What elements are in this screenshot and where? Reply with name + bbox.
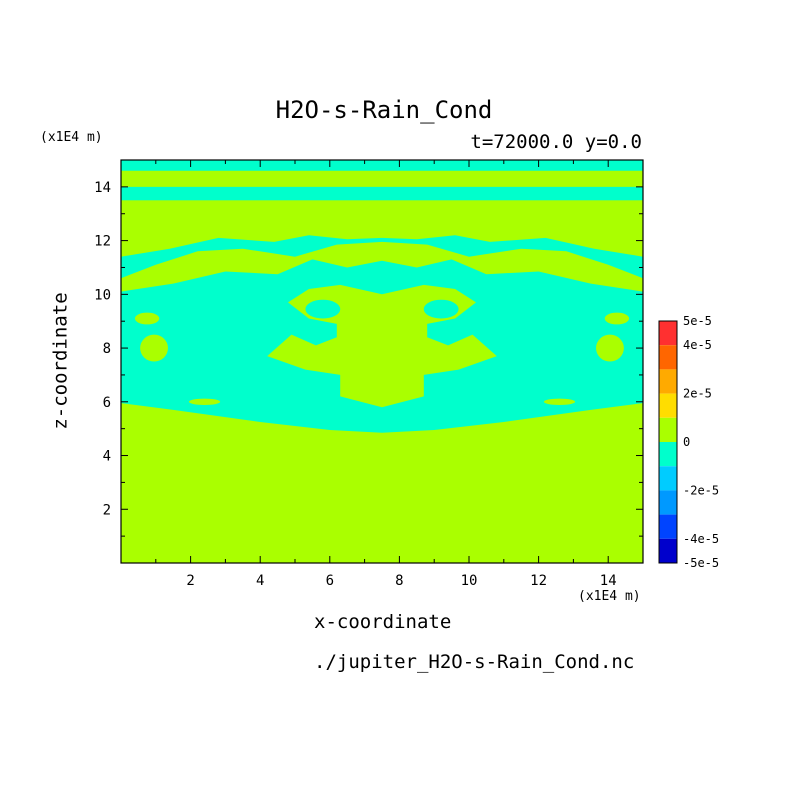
negative-region-0 <box>121 186 643 201</box>
colorbar-label: 0 <box>683 435 690 449</box>
x-tick-label: 6 <box>326 573 334 589</box>
colorbar: 5e-5 4e-5 2e-5 0 -2e-5 -4e-5 -5e-5 <box>658 314 719 570</box>
y-tick-label: 6 <box>103 395 111 411</box>
positive-island-5 <box>538 258 581 274</box>
colorbar-label: -2e-5 <box>683 483 719 497</box>
y-tick-label: 14 <box>94 180 111 196</box>
colorbar-level <box>659 538 677 563</box>
negative-region-3 <box>121 235 643 279</box>
chart-subtitle: t=72000.0 y=0.0 <box>470 131 642 153</box>
x-tick-label: 12 <box>530 573 547 589</box>
positive-island-7 <box>543 398 576 406</box>
positive-island-6 <box>188 398 221 406</box>
plot-frame <box>120 159 644 564</box>
x-tick-label: 4 <box>256 573 264 589</box>
y-tick-label: 10 <box>94 287 111 303</box>
colorbar-level <box>659 417 677 442</box>
colorbar-level <box>659 345 677 370</box>
positive-island-1 <box>140 334 168 362</box>
y-tick-label: 4 <box>103 449 111 465</box>
colorbar-level <box>659 514 677 539</box>
positive-island-3 <box>596 334 624 362</box>
chart-title: H2O-s-Rain_Cond <box>275 96 493 124</box>
colorbar-label: -5e-5 <box>683 556 719 570</box>
x-tick-label: 10 <box>461 573 478 589</box>
x-axis-label: x-coordinate <box>314 611 452 633</box>
negative-hole-0 <box>305 299 341 319</box>
colorbar-level <box>659 393 677 418</box>
y-unit-label: (x1E4 m) <box>40 130 103 145</box>
x-tick-label: 8 <box>395 573 403 589</box>
positive-island-0 <box>134 312 160 325</box>
colorbar-level <box>659 442 677 467</box>
positive-island-2 <box>604 312 630 325</box>
y-tick-label: 8 <box>103 341 111 357</box>
colorbar-level <box>659 369 677 394</box>
axes: 2 4 6 8 10 12 14 2 4 6 8 10 12 14 <box>94 160 643 589</box>
contour-field <box>121 160 643 563</box>
negative-hole-1 <box>423 299 459 319</box>
y-tick-label: 12 <box>94 234 111 250</box>
y-axis-label: z-coordinate <box>49 292 72 430</box>
negative-region-1 <box>121 160 643 171</box>
positive-island-4 <box>183 258 226 274</box>
colorbar-level <box>659 466 677 491</box>
x-unit-label: (x1E4 m) <box>578 589 641 604</box>
x-tick-label: 2 <box>186 573 194 589</box>
colorbar-label: 4e-5 <box>683 338 712 352</box>
colorbar-label: -4e-5 <box>683 532 719 546</box>
source-file-label: ./jupiter_H2O-s-Rain_Cond.nc <box>314 651 635 673</box>
colorbar-label: 2e-5 <box>683 387 712 401</box>
x-tick-label: 14 <box>600 573 617 589</box>
colorbar-label: 5e-5 <box>683 314 712 328</box>
y-tick-label: 2 <box>103 502 111 518</box>
colorbar-level <box>659 321 677 346</box>
colorbar-level <box>659 490 677 515</box>
colorbar-frame <box>658 320 678 564</box>
